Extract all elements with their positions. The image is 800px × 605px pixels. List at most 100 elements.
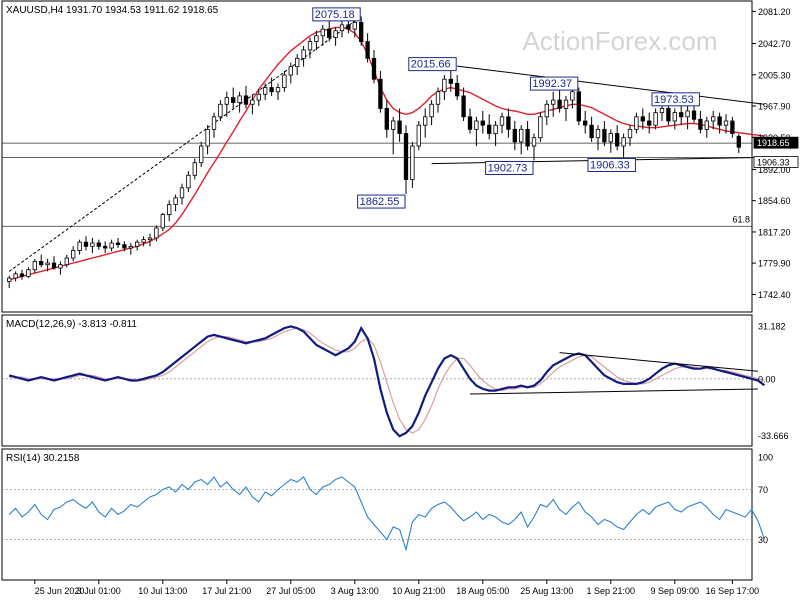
candle-body (717, 116, 722, 126)
candle-body (160, 214, 165, 229)
x-axis-tick-label: 27 Jul 05:00 (266, 586, 315, 596)
x-axis-tick-label: 18 Aug 05:00 (456, 586, 509, 596)
candle-body (698, 118, 703, 130)
candle-body (589, 124, 594, 139)
price-axis-tick-label: 1967.90 (758, 102, 791, 112)
candle-body (531, 137, 537, 147)
candle-body (339, 24, 345, 32)
candle-body (45, 262, 50, 266)
candle-body (391, 120, 396, 130)
x-axis-tick-label: 16 Sep 17:00 (706, 586, 760, 596)
price-axis-current-label: 1918.65 (757, 138, 790, 148)
watermark: ActionForex.com (522, 26, 717, 56)
candle-body (621, 137, 626, 147)
candle-body (231, 97, 236, 104)
candle-body (519, 128, 524, 143)
candle-body (237, 95, 242, 104)
price-axis-tick-label: 2081.20 (758, 7, 791, 17)
candle-body (275, 87, 281, 93)
candle-body (525, 128, 530, 147)
price-annotation-box (357, 194, 406, 209)
price-axis-tick-label: 1892.00 (758, 165, 791, 175)
candle-body (71, 250, 76, 259)
candle-body (410, 145, 415, 180)
price-annotation-box (529, 76, 579, 91)
candle-body (19, 273, 25, 277)
candle-body (282, 74, 287, 88)
candle-body (647, 120, 652, 126)
candle-body (493, 124, 498, 134)
candle-body (467, 116, 473, 130)
candle-body (269, 87, 274, 93)
price-trendline (8, 15, 362, 272)
rsi-pane-frame (1, 448, 753, 581)
candle-body (32, 260, 37, 271)
candle-body (378, 78, 383, 109)
candle-body (474, 120, 479, 130)
candle-body (365, 41, 370, 59)
candle-body (154, 227, 159, 239)
candle-body (7, 277, 12, 282)
candle-body (26, 269, 31, 277)
price-axis-current-label: 1906.33 (757, 157, 790, 167)
candle-body (640, 116, 645, 122)
candle-body (704, 120, 709, 130)
macd-main-line (8, 325, 766, 438)
candle-body (352, 21, 357, 30)
candle-body (615, 133, 620, 147)
x-axis-tick-label: 10 Aug 21:00 (392, 586, 445, 596)
candle-body (109, 242, 114, 249)
candle-body (90, 242, 95, 247)
price-axis-tick-label: 2042.70 (758, 39, 791, 49)
candle-body (51, 262, 57, 269)
candle-body (141, 239, 146, 243)
candle-body (384, 108, 389, 130)
x-axis-tick-label: 25 Aug 13:00 (520, 586, 573, 596)
candle-body (135, 241, 140, 247)
macd-axis-tick-label: -33.666 (758, 431, 789, 441)
candle-body (538, 116, 543, 139)
price-annotation-box (587, 157, 636, 172)
candle-body (602, 128, 607, 143)
price-pane-frame (1, 0, 753, 313)
price-annotation-box (485, 160, 534, 175)
price-annotation-label: 1973.53 (654, 94, 694, 106)
candle-body (327, 28, 332, 38)
candle-body (551, 99, 556, 105)
candle-body (480, 120, 485, 126)
candle-body (608, 133, 613, 143)
price-annotation-box (651, 92, 700, 107)
price-annotation-box (312, 7, 361, 22)
candle-body (730, 120, 735, 134)
macd-axis-tick-label: 0.00 (758, 374, 776, 384)
candle-body (506, 116, 511, 130)
candle-body (429, 103, 434, 118)
candle-body (288, 66, 293, 76)
candle-body (544, 103, 549, 118)
x-axis-tick-label: 9 Sep 09:00 (651, 586, 700, 596)
candle-body (186, 174, 191, 189)
fib-level-label: 61.8 (732, 214, 750, 224)
candle-body (13, 273, 18, 279)
candle-body (423, 116, 428, 126)
candle-body (320, 28, 325, 37)
candle-body (711, 116, 716, 122)
candle-body (403, 133, 409, 180)
candle-body (371, 57, 377, 80)
price-annotation-label: 2075.18 (315, 9, 355, 21)
candle-body (103, 245, 108, 249)
rsi-title: RSI(14) 30.2158 (6, 453, 80, 464)
candle-body (307, 41, 313, 51)
price-axis-current-box (753, 156, 799, 168)
candle-body (455, 82, 460, 97)
candle-body (691, 110, 697, 120)
candle-body (416, 124, 421, 147)
candle-body (736, 135, 741, 148)
price-chart-title: XAUUSD,H4 1931.70 1934.53 1911.62 1918.6… (6, 5, 219, 16)
candle-body (512, 128, 517, 143)
candle-body (576, 91, 581, 122)
candle-body (570, 91, 575, 101)
candle-body (634, 116, 639, 130)
candle-body (487, 124, 492, 134)
